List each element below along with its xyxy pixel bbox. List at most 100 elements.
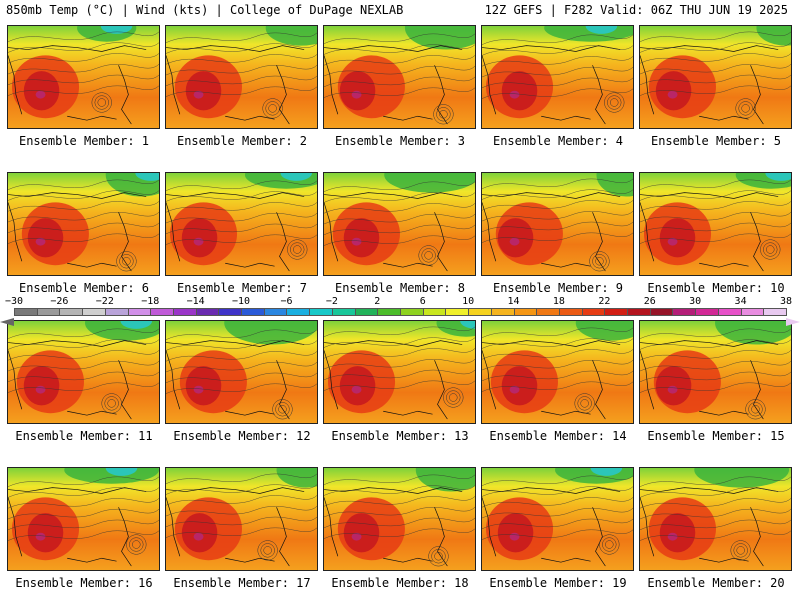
colorbar-tick-labels: −30 −26 −22 −18 −14 −10 −6 −2 2 6 10 14 18 22 26 30 34 38… [5, 296, 792, 307]
ensemble-member-panel [7, 320, 160, 424]
ensemble-member-label: Ensemble Member: 16 [15, 576, 153, 590]
ensemble-member-panel [639, 25, 792, 129]
temperature-map [482, 321, 633, 423]
temperature-map [324, 26, 475, 128]
ensemble-member-label: Ensemble Member: 9 [492, 281, 624, 295]
temperature-map [8, 321, 159, 423]
temperature-map [8, 26, 159, 128]
colorbar-tick-label: 6 [419, 296, 426, 307]
ensemble-member-label: Ensemble Member: 8 [334, 281, 466, 295]
colorbar-cell [740, 308, 765, 316]
colorbar-tick-label: −2 [325, 296, 338, 307]
ensemble-member-panel [481, 320, 634, 424]
colorbar-cell [150, 308, 174, 316]
colorbar-cell [286, 308, 311, 316]
ensemble-member-label: Ensemble Member: 17 [173, 576, 311, 590]
colorbar-cell [445, 308, 470, 316]
ensemble-member-label: Ensemble Member: 14 [489, 429, 627, 443]
colorbar-cell [672, 308, 697, 316]
colorbar-tick-label: −30 [4, 296, 24, 307]
colorbar-cell [172, 308, 197, 316]
colorbar-cell [581, 308, 606, 316]
colorbar-cell [400, 308, 424, 316]
colorbar-cell [649, 308, 674, 316]
colorbar-tick-label: 30 [689, 296, 702, 307]
colorbar-tick-label: 22 [598, 296, 611, 307]
ensemble-member-panel [165, 467, 318, 571]
temperature-map [482, 468, 633, 570]
colorbar-strip [0, 308, 800, 326]
ensemble-member-label: Ensemble Member: 20 [647, 576, 785, 590]
ensemble-member-label: Ensemble Member: 1 [18, 134, 150, 148]
temperature-map [640, 173, 791, 275]
temperature-map [166, 468, 317, 570]
colorbar-tick-label: 26 [643, 296, 656, 307]
ensemble-member-panel [7, 467, 160, 571]
ensemble-member-panel [481, 467, 634, 571]
temperature-map [324, 321, 475, 423]
ensemble-member-label: Ensemble Member: 13 [331, 429, 469, 443]
colorbar-tick-label: −10 [232, 296, 251, 307]
colorbar-cell [422, 308, 447, 316]
colorbar-cell [59, 308, 84, 316]
ensemble-member-label: Ensemble Member: 4 [492, 134, 624, 148]
colorbar-cell [763, 308, 787, 316]
colorbar-tick-label: 38 [779, 296, 793, 307]
ensemble-member-panel [481, 172, 634, 276]
temperature-map [324, 468, 475, 570]
ensemble-member-panel [639, 467, 792, 571]
colorbar-cell [627, 308, 651, 316]
ensemble-member-label: Ensemble Member: 2 [176, 134, 308, 148]
colorbar-cell [218, 308, 243, 316]
temperature-map [482, 173, 633, 275]
colorbar-cell [331, 308, 356, 316]
ensemble-member-label: Ensemble Member: 5 [650, 134, 782, 148]
colorbar-tick-label: 18 [552, 296, 565, 307]
ensemble-member-panel [165, 25, 318, 129]
temperature-colorbar: −30 −26 −22 −18 −14 −10 −6 −2 2 6 10 14 18 22 26 30 34 38… [0, 296, 800, 326]
colorbar-tick-label: −22 [95, 296, 114, 307]
colorbar-cell [513, 308, 538, 316]
colorbar-high-arrow-icon [786, 318, 800, 326]
colorbar-tick-label: −18 [141, 296, 160, 307]
colorbar-cell [377, 308, 401, 316]
ensemble-member-panel [323, 172, 476, 276]
ensemble-member-label: Ensemble Member: 15 [647, 429, 785, 443]
colorbar-cell [241, 308, 265, 316]
ensemble-member-panel [323, 25, 476, 129]
colorbar-cell [263, 308, 288, 316]
temperature-map [166, 321, 317, 423]
ensemble-member-label: Ensemble Member: 6 [18, 281, 150, 295]
ensemble-member-label: Ensemble Member: 19 [489, 576, 627, 590]
ensemble-member-panel [7, 25, 160, 129]
colorbar-tick-label: −6 [280, 296, 293, 307]
ensemble-member-panel [639, 172, 792, 276]
ensemble-member-panel [165, 172, 318, 276]
ensemble-member-label: Ensemble Member: 11 [15, 429, 153, 443]
ensemble-member-label: Ensemble Member: 10 [647, 281, 785, 295]
ensemble-member-label: Ensemble Member: 18 [331, 576, 469, 590]
ensemble-member-label: Ensemble Member: 7 [176, 281, 308, 295]
colorbar-tick-label: 34 [734, 296, 747, 307]
temperature-map [482, 26, 633, 128]
colorbar-cell [468, 308, 492, 316]
temperature-map [640, 26, 791, 128]
colorbar-cell [309, 308, 333, 316]
colorbar-cell [604, 308, 629, 316]
ensemble-member-panel [7, 172, 160, 276]
colorbar-cell [14, 308, 38, 316]
colorbar-cell [195, 308, 220, 316]
temperature-map [640, 468, 791, 570]
temperature-map [166, 173, 317, 275]
ensemble-member-panel [165, 320, 318, 424]
chart-title: 850mb Temp (°C) | Wind (kts) | College o… [6, 3, 404, 17]
temperature-map [324, 173, 475, 275]
colorbar-tick-label: 10 [462, 296, 475, 307]
colorbar-cell [127, 308, 152, 316]
ensemble-member-panel [481, 25, 634, 129]
colorbar-tick-label: 14 [507, 296, 520, 307]
colorbar-low-arrow-icon [0, 318, 14, 326]
colorbar-cell [536, 308, 560, 316]
ensemble-member-panel [639, 320, 792, 424]
ensemble-member-label: Ensemble Member: 3 [334, 134, 466, 148]
